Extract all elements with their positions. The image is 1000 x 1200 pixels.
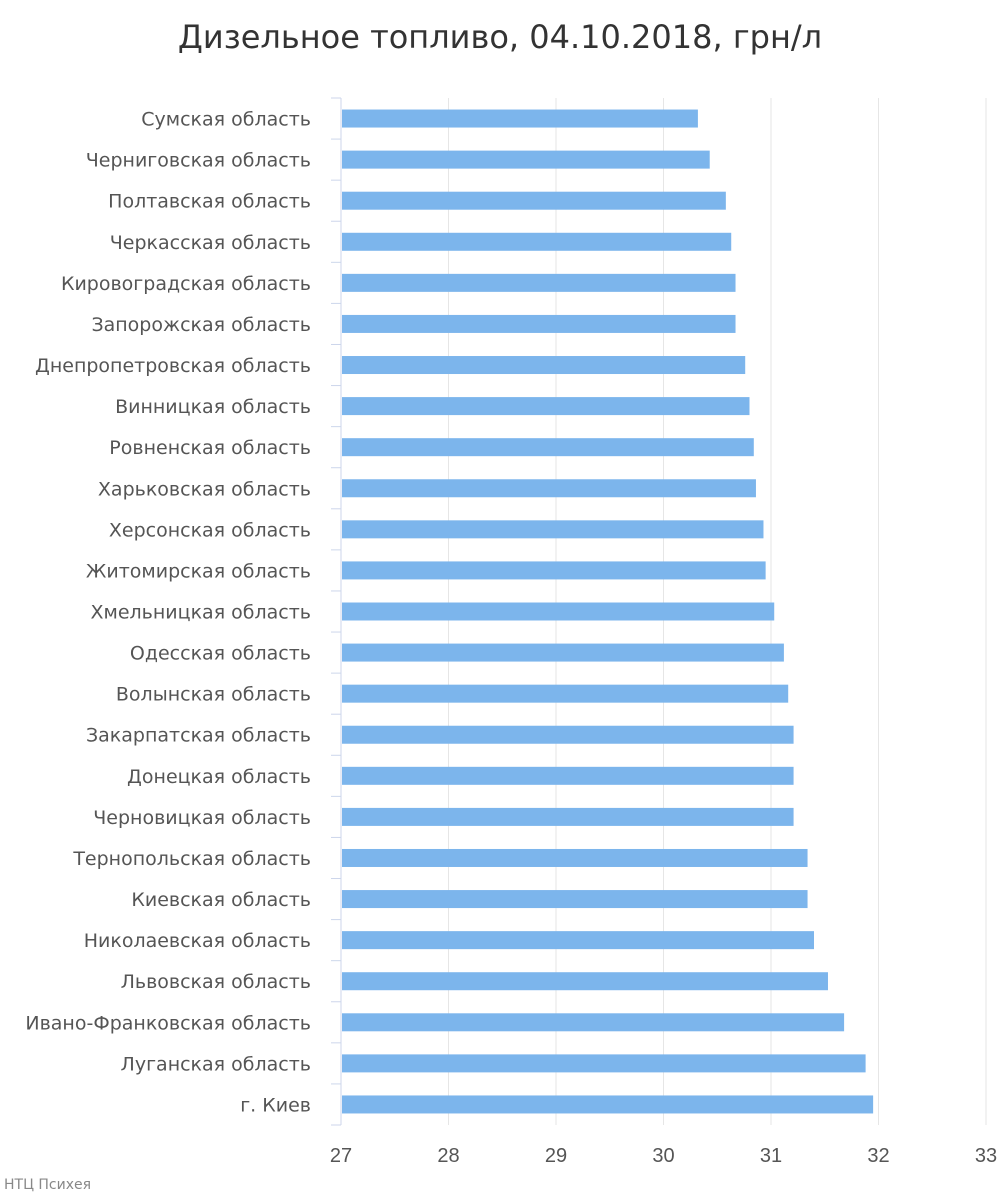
category-label: Одесская область xyxy=(130,643,311,665)
bar xyxy=(342,356,746,375)
category-label: Волынская область xyxy=(116,684,311,706)
category-label: Черниговская область xyxy=(86,150,311,172)
category-label: Черкасская область xyxy=(110,232,311,254)
bar xyxy=(342,848,808,867)
bar xyxy=(342,438,754,457)
bar xyxy=(342,684,789,703)
bar xyxy=(342,479,756,498)
bar xyxy=(342,561,766,580)
category-label: г. Киев xyxy=(240,1094,311,1116)
chart-title: Дизельное топливо, 04.10.2018, грн/л xyxy=(178,18,822,56)
bar xyxy=(342,807,794,826)
category-label: Николаевская область xyxy=(84,930,311,952)
bar xyxy=(342,191,726,210)
bar xyxy=(342,273,736,292)
x-tick-label: 30 xyxy=(652,1145,674,1167)
category-label: Херсонская область xyxy=(109,519,311,541)
category-label: Львовская область xyxy=(121,971,311,993)
bar xyxy=(342,397,750,416)
bar xyxy=(342,150,710,169)
x-tick-label: 27 xyxy=(330,1145,352,1167)
bar xyxy=(342,931,814,950)
category-label: Житомирская область xyxy=(86,560,311,582)
category-label: Харьковская область xyxy=(98,478,311,500)
bar xyxy=(342,232,732,251)
chart-credit: НТЦ Психея xyxy=(4,1177,91,1193)
category-label: Запорожская область xyxy=(91,314,311,336)
category-label: Киевская область xyxy=(131,889,311,911)
category-label: Закарпатская область xyxy=(86,725,311,747)
category-label: Ивано-Франковская область xyxy=(25,1012,311,1034)
bar xyxy=(342,109,698,128)
category-label: Луганская область xyxy=(121,1053,311,1075)
category-label: Ровненская область xyxy=(109,437,311,459)
category-label: Полтавская область xyxy=(108,191,311,213)
category-label: Донецкая область xyxy=(127,766,311,788)
bar xyxy=(342,314,736,333)
category-label: Винницкая область xyxy=(115,396,311,418)
x-tick-label: 32 xyxy=(867,1145,889,1167)
bar xyxy=(342,602,775,621)
bar xyxy=(342,725,794,744)
bar xyxy=(342,1013,845,1032)
bar xyxy=(342,972,828,991)
category-label: Днепропетровская область xyxy=(35,355,311,377)
x-tick-label: 29 xyxy=(545,1145,567,1167)
bar xyxy=(342,520,764,539)
category-label: Тернопольская область xyxy=(72,848,311,870)
bar xyxy=(342,766,794,785)
category-label: Кировоградская область xyxy=(61,273,311,295)
category-label: Сумская область xyxy=(141,109,311,131)
bar xyxy=(342,1095,874,1114)
x-tick-label: 28 xyxy=(437,1145,459,1167)
category-label: Черновицкая область xyxy=(93,807,311,829)
x-tick-label: 33 xyxy=(975,1145,997,1167)
bar xyxy=(342,1054,866,1073)
x-tick-label: 31 xyxy=(760,1145,782,1167)
category-label: Хмельницкая область xyxy=(90,602,311,624)
bar xyxy=(342,643,784,662)
bar xyxy=(342,890,808,909)
